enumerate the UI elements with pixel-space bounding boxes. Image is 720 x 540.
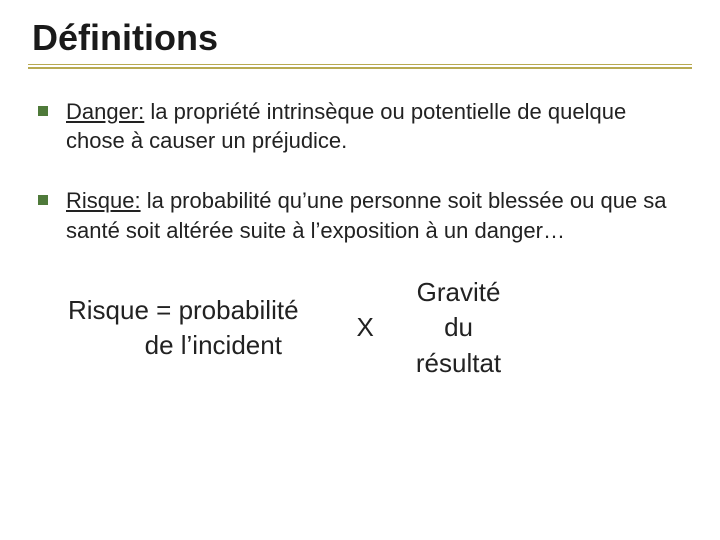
- bullet-list: Danger: la propriété intrinsèque ou pote…: [28, 97, 692, 246]
- list-item: Risque: la probabilité qu’une personne s…: [38, 186, 682, 245]
- term-underline: Danger:: [66, 99, 144, 124]
- equation-right-line3: résultat: [416, 346, 501, 381]
- equation-row: Risque = probabilité de l’incident X Gra…: [28, 275, 692, 380]
- slide-title: Définitions: [32, 18, 692, 58]
- slide: Définitions Danger: la propriété intrins…: [0, 0, 720, 540]
- title-rule-thick: [28, 67, 692, 69]
- equation-left-line2: de l’incident: [68, 328, 299, 363]
- equation-right-line2: du: [416, 310, 501, 345]
- equation-right-line1: Gravité: [416, 275, 501, 310]
- square-bullet-icon: [38, 195, 48, 205]
- bullet-text: Danger: la propriété intrinsèque ou pote…: [66, 97, 682, 156]
- term-underline: Risque:: [66, 188, 141, 213]
- equation-right: Gravité du résultat: [416, 275, 501, 380]
- list-item: Danger: la propriété intrinsèque ou pote…: [38, 97, 682, 156]
- square-bullet-icon: [38, 106, 48, 116]
- title-rule-thin: [28, 64, 692, 65]
- bullet-text: Risque: la probabilité qu’une personne s…: [66, 186, 682, 245]
- equation-left-line1: Risque = probabilité: [68, 293, 299, 328]
- equation-left: Risque = probabilité de l’incident: [68, 293, 299, 363]
- bullet-rest: la probabilité qu’une personne soit bles…: [66, 188, 667, 243]
- bullet-rest: la propriété intrinsèque ou potentielle …: [66, 99, 626, 154]
- equation-operator: X: [357, 312, 374, 343]
